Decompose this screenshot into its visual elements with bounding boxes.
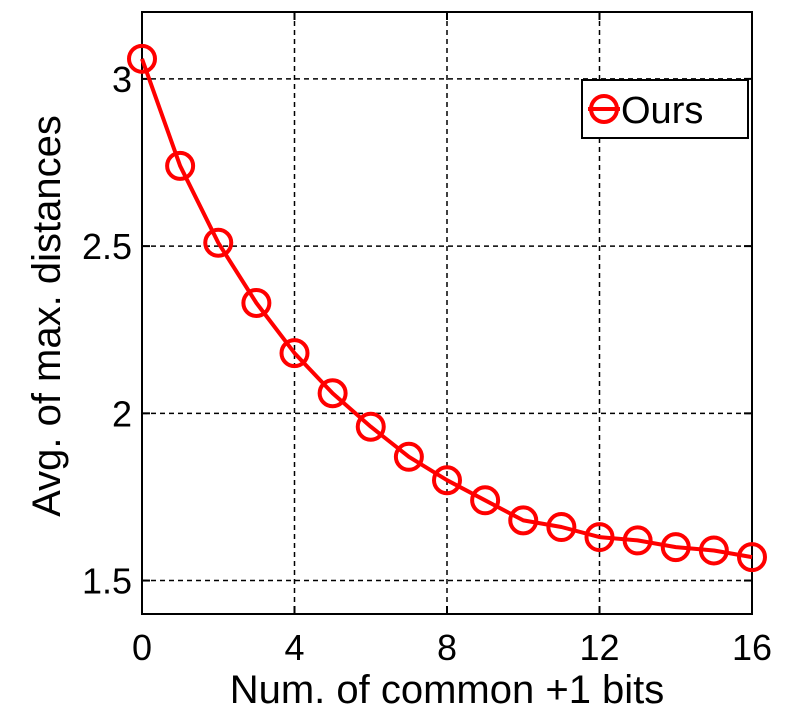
y-tick-label: 2.5 — [82, 226, 132, 267]
legend: Ours — [581, 79, 749, 139]
x-axis-title: Num. of common +1 bits — [230, 668, 665, 712]
data-point — [470, 485, 501, 516]
legend-label-ours: Ours — [621, 90, 703, 132]
data-point — [317, 378, 348, 409]
data-point — [127, 43, 157, 74]
y-tick-label: 3 — [112, 59, 132, 100]
y-axis-title: Avg. of max. distances — [25, 115, 69, 517]
data-point — [508, 505, 539, 536]
series-layer — [127, 43, 767, 573]
data-point — [660, 532, 691, 563]
data-point — [546, 512, 577, 543]
legend-marker-icon — [589, 94, 619, 124]
data-point — [432, 465, 462, 496]
data-point — [203, 227, 234, 258]
x-tick-label: 0 — [132, 627, 152, 668]
data-point — [279, 338, 310, 369]
x-tick-label: 4 — [284, 627, 304, 668]
data-point — [165, 150, 196, 181]
y-tick-label: 1.5 — [82, 561, 132, 602]
data-point — [584, 522, 615, 553]
data-point — [622, 525, 653, 556]
data-point — [698, 535, 729, 566]
data-point — [393, 441, 424, 472]
x-tick-label: 12 — [579, 627, 619, 668]
data-point — [737, 542, 767, 573]
y-tick-label: 2 — [112, 393, 132, 434]
x-tick-label: 16 — [732, 627, 772, 668]
x-tick-label: 8 — [437, 627, 457, 668]
axis-ticks: 0 4 8 12 16 1.5 2 2.5 3 — [82, 12, 772, 668]
data-point — [241, 287, 272, 318]
data-point — [355, 411, 386, 442]
